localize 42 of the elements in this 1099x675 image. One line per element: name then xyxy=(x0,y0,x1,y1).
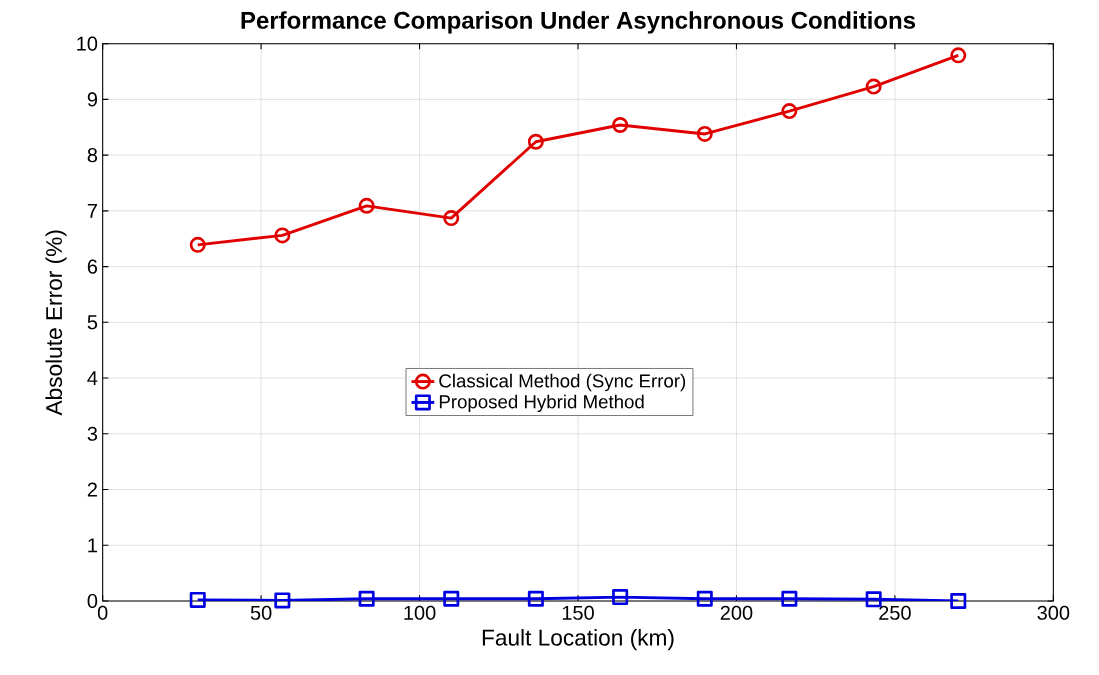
x-tick-label: 150 xyxy=(562,605,594,620)
point xyxy=(274,592,291,609)
y-tick-label: 10 xyxy=(77,36,98,51)
point xyxy=(781,103,798,120)
legend-label: Proposed Hybrid Method xyxy=(439,394,644,413)
y-tick-label: 9 xyxy=(87,92,97,107)
x-tick-label: 200 xyxy=(720,605,753,620)
y-tick-label: 8 xyxy=(87,148,98,163)
x-tick-label: 100 xyxy=(404,605,436,620)
point xyxy=(950,47,967,64)
point xyxy=(443,590,460,607)
x-tick-label: 0 xyxy=(97,605,108,620)
point xyxy=(865,78,882,95)
y-tick-label: 5 xyxy=(87,315,98,330)
point xyxy=(696,590,713,607)
y-tick-label: 2 xyxy=(87,482,97,497)
x-tick-label: 250 xyxy=(879,605,911,620)
y-tick-label: 0 xyxy=(87,593,98,609)
point xyxy=(696,125,713,142)
y-tick-label: 4 xyxy=(87,371,98,385)
point xyxy=(189,591,206,608)
point xyxy=(358,197,375,214)
y-tick-label: 3 xyxy=(87,426,98,441)
y-tick-label: 6 xyxy=(87,259,98,274)
point xyxy=(527,590,544,607)
y-axis-title: Absolute Error (%) xyxy=(45,230,67,416)
point xyxy=(443,210,460,227)
point xyxy=(189,236,206,253)
point xyxy=(950,592,967,609)
point xyxy=(274,227,291,244)
y-tick-label: 7 xyxy=(87,203,97,218)
point xyxy=(527,133,544,150)
point xyxy=(612,589,629,606)
y-tick-label: 1 xyxy=(88,538,97,553)
point xyxy=(358,590,375,607)
x-axis-title: Fault Location (km) xyxy=(482,629,674,651)
x-tick-label: 300 xyxy=(1037,605,1070,620)
point xyxy=(612,117,629,134)
point xyxy=(781,590,798,607)
legend-label: Classical Method (Sync Error) xyxy=(439,373,686,392)
chart-title: Performance Comparison Under Asynchronous Conditions xyxy=(241,11,916,34)
x-tick-label: 50 xyxy=(250,605,272,620)
